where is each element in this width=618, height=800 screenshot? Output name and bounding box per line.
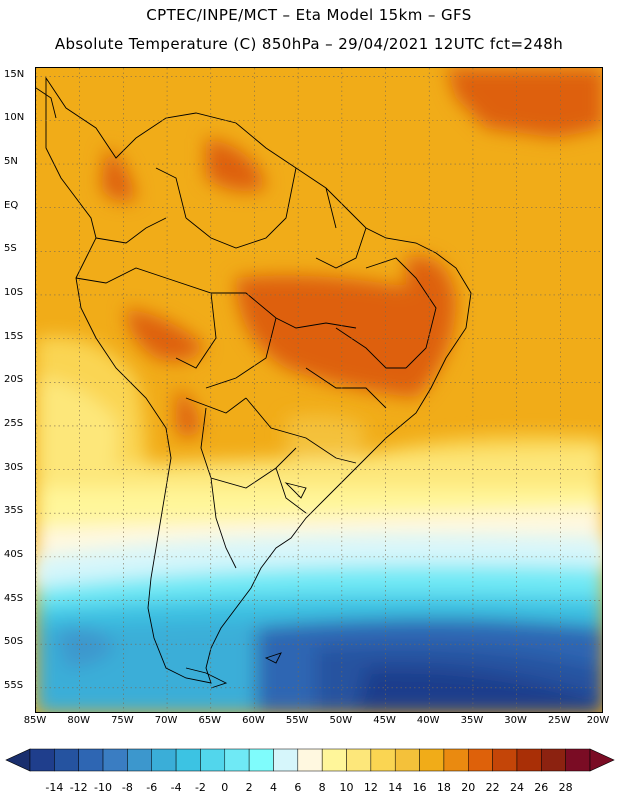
colorbar-segment: [492, 748, 518, 772]
temperature-map[interactable]: [35, 67, 603, 713]
colorbar-segment: [394, 748, 420, 772]
colorbar-segment: [541, 748, 566, 772]
colorbar-over-arrow: [589, 748, 615, 772]
colorbar-tick-label: 2: [245, 781, 253, 794]
lon-label: 20W: [586, 715, 610, 726]
lon-label: 45W: [373, 715, 396, 726]
colorbar-tick-label: 20: [461, 781, 476, 794]
lon-label: 30W: [504, 715, 527, 726]
chart-subtitle: Absolute Temperature (C) 850hPa – 29/04/…: [54, 35, 564, 53]
colorbar-tick-label: 12: [363, 781, 378, 794]
lon-label: 75W: [111, 715, 134, 726]
continent-outline: [36, 76, 472, 689]
colorbar-tick-label: -14: [45, 781, 64, 794]
colorbar-segment: [297, 748, 323, 772]
lat-label: 50S: [4, 636, 24, 648]
colorbar-tick-label: 14: [388, 781, 403, 794]
lat-label: 40S: [4, 548, 24, 560]
chart-title: CPTEC/INPE/MCT – Eta Model 15km – GFS: [146, 6, 472, 24]
graticule: [36, 68, 602, 712]
colorbar-segment: [224, 748, 250, 772]
colorbar-segment: [565, 748, 591, 772]
colorbar-tick-label: 0: [221, 781, 229, 794]
colorbar-segment: [200, 748, 226, 772]
colorbar-tick-label: -8: [121, 781, 133, 794]
colorbar-tick-label: 22: [485, 781, 500, 794]
colorbar-tick-label: 4: [269, 781, 277, 794]
colorbar-segment: [175, 748, 201, 772]
colorbar-segment: [443, 748, 469, 772]
lon-label: 40W: [416, 715, 440, 726]
colorbar-segment: [29, 748, 55, 772]
lat-label: 45S: [4, 592, 24, 604]
colorbar-tick-label: 10: [339, 781, 354, 794]
colorbar-segment: [321, 748, 347, 772]
colorbar-segment: [370, 748, 396, 772]
colorbar-segment: [516, 748, 542, 772]
lat-label: 55S: [4, 679, 24, 691]
lat-label: 30S: [4, 461, 24, 473]
colorbar-tick-label: -10: [94, 781, 113, 794]
lon-label: 35W: [460, 715, 484, 726]
colorbar-tick-label: -4: [170, 781, 182, 794]
lon-label: 80W: [67, 715, 90, 726]
lon-label: 25W: [547, 715, 571, 726]
lat-label: 15N: [4, 68, 25, 80]
colorbar: [5, 748, 615, 772]
lon-label: 70W: [154, 715, 178, 726]
lat-label: 15S: [4, 330, 24, 342]
colorbar-segment: [419, 748, 445, 772]
lat-label: 35S: [4, 505, 24, 517]
lon-label: 65W: [198, 715, 222, 726]
lat-label: EQ: [4, 199, 19, 211]
lon-label: 85W: [23, 715, 47, 726]
lon-label: 55W: [285, 715, 309, 726]
colorbar-tick-label: 8: [318, 781, 326, 794]
colorbar-tick-label: 6: [294, 781, 302, 794]
colorbar-tick-label: 16: [412, 781, 427, 794]
colorbar-tick-label: 24: [509, 781, 524, 794]
colorbar-tick-label: 28: [558, 781, 573, 794]
colorbar-segment: [127, 748, 152, 772]
lon-label: 60W: [242, 715, 265, 726]
temperature-field: [36, 68, 602, 712]
colorbar-segment: [78, 748, 104, 772]
lat-label: 5N: [4, 156, 18, 168]
colorbar-tick-label: 26: [534, 781, 549, 794]
colorbar-segment: [468, 748, 493, 772]
colorbar-segment: [54, 748, 79, 772]
colorbar-under-arrow: [5, 748, 31, 772]
colorbar-tick-label: -2: [194, 781, 206, 794]
colorbar-segment: [346, 748, 372, 772]
lat-label: 20S: [4, 374, 24, 386]
colorbar-segment: [102, 748, 128, 772]
colorbar-segment: [248, 748, 274, 772]
lat-label: 5S: [4, 243, 17, 255]
colorbar-tick-label: -12: [69, 781, 88, 794]
colorbar-segment: [151, 748, 177, 772]
colorbar-tick-label: -6: [146, 781, 158, 794]
lat-label: 25S: [4, 417, 24, 429]
lat-label: 10S: [4, 286, 24, 298]
colorbar-segment: [273, 748, 299, 772]
lat-label: 10N: [4, 112, 25, 124]
lon-label: 50W: [329, 715, 353, 726]
colorbar-tick-label: 18: [436, 781, 451, 794]
